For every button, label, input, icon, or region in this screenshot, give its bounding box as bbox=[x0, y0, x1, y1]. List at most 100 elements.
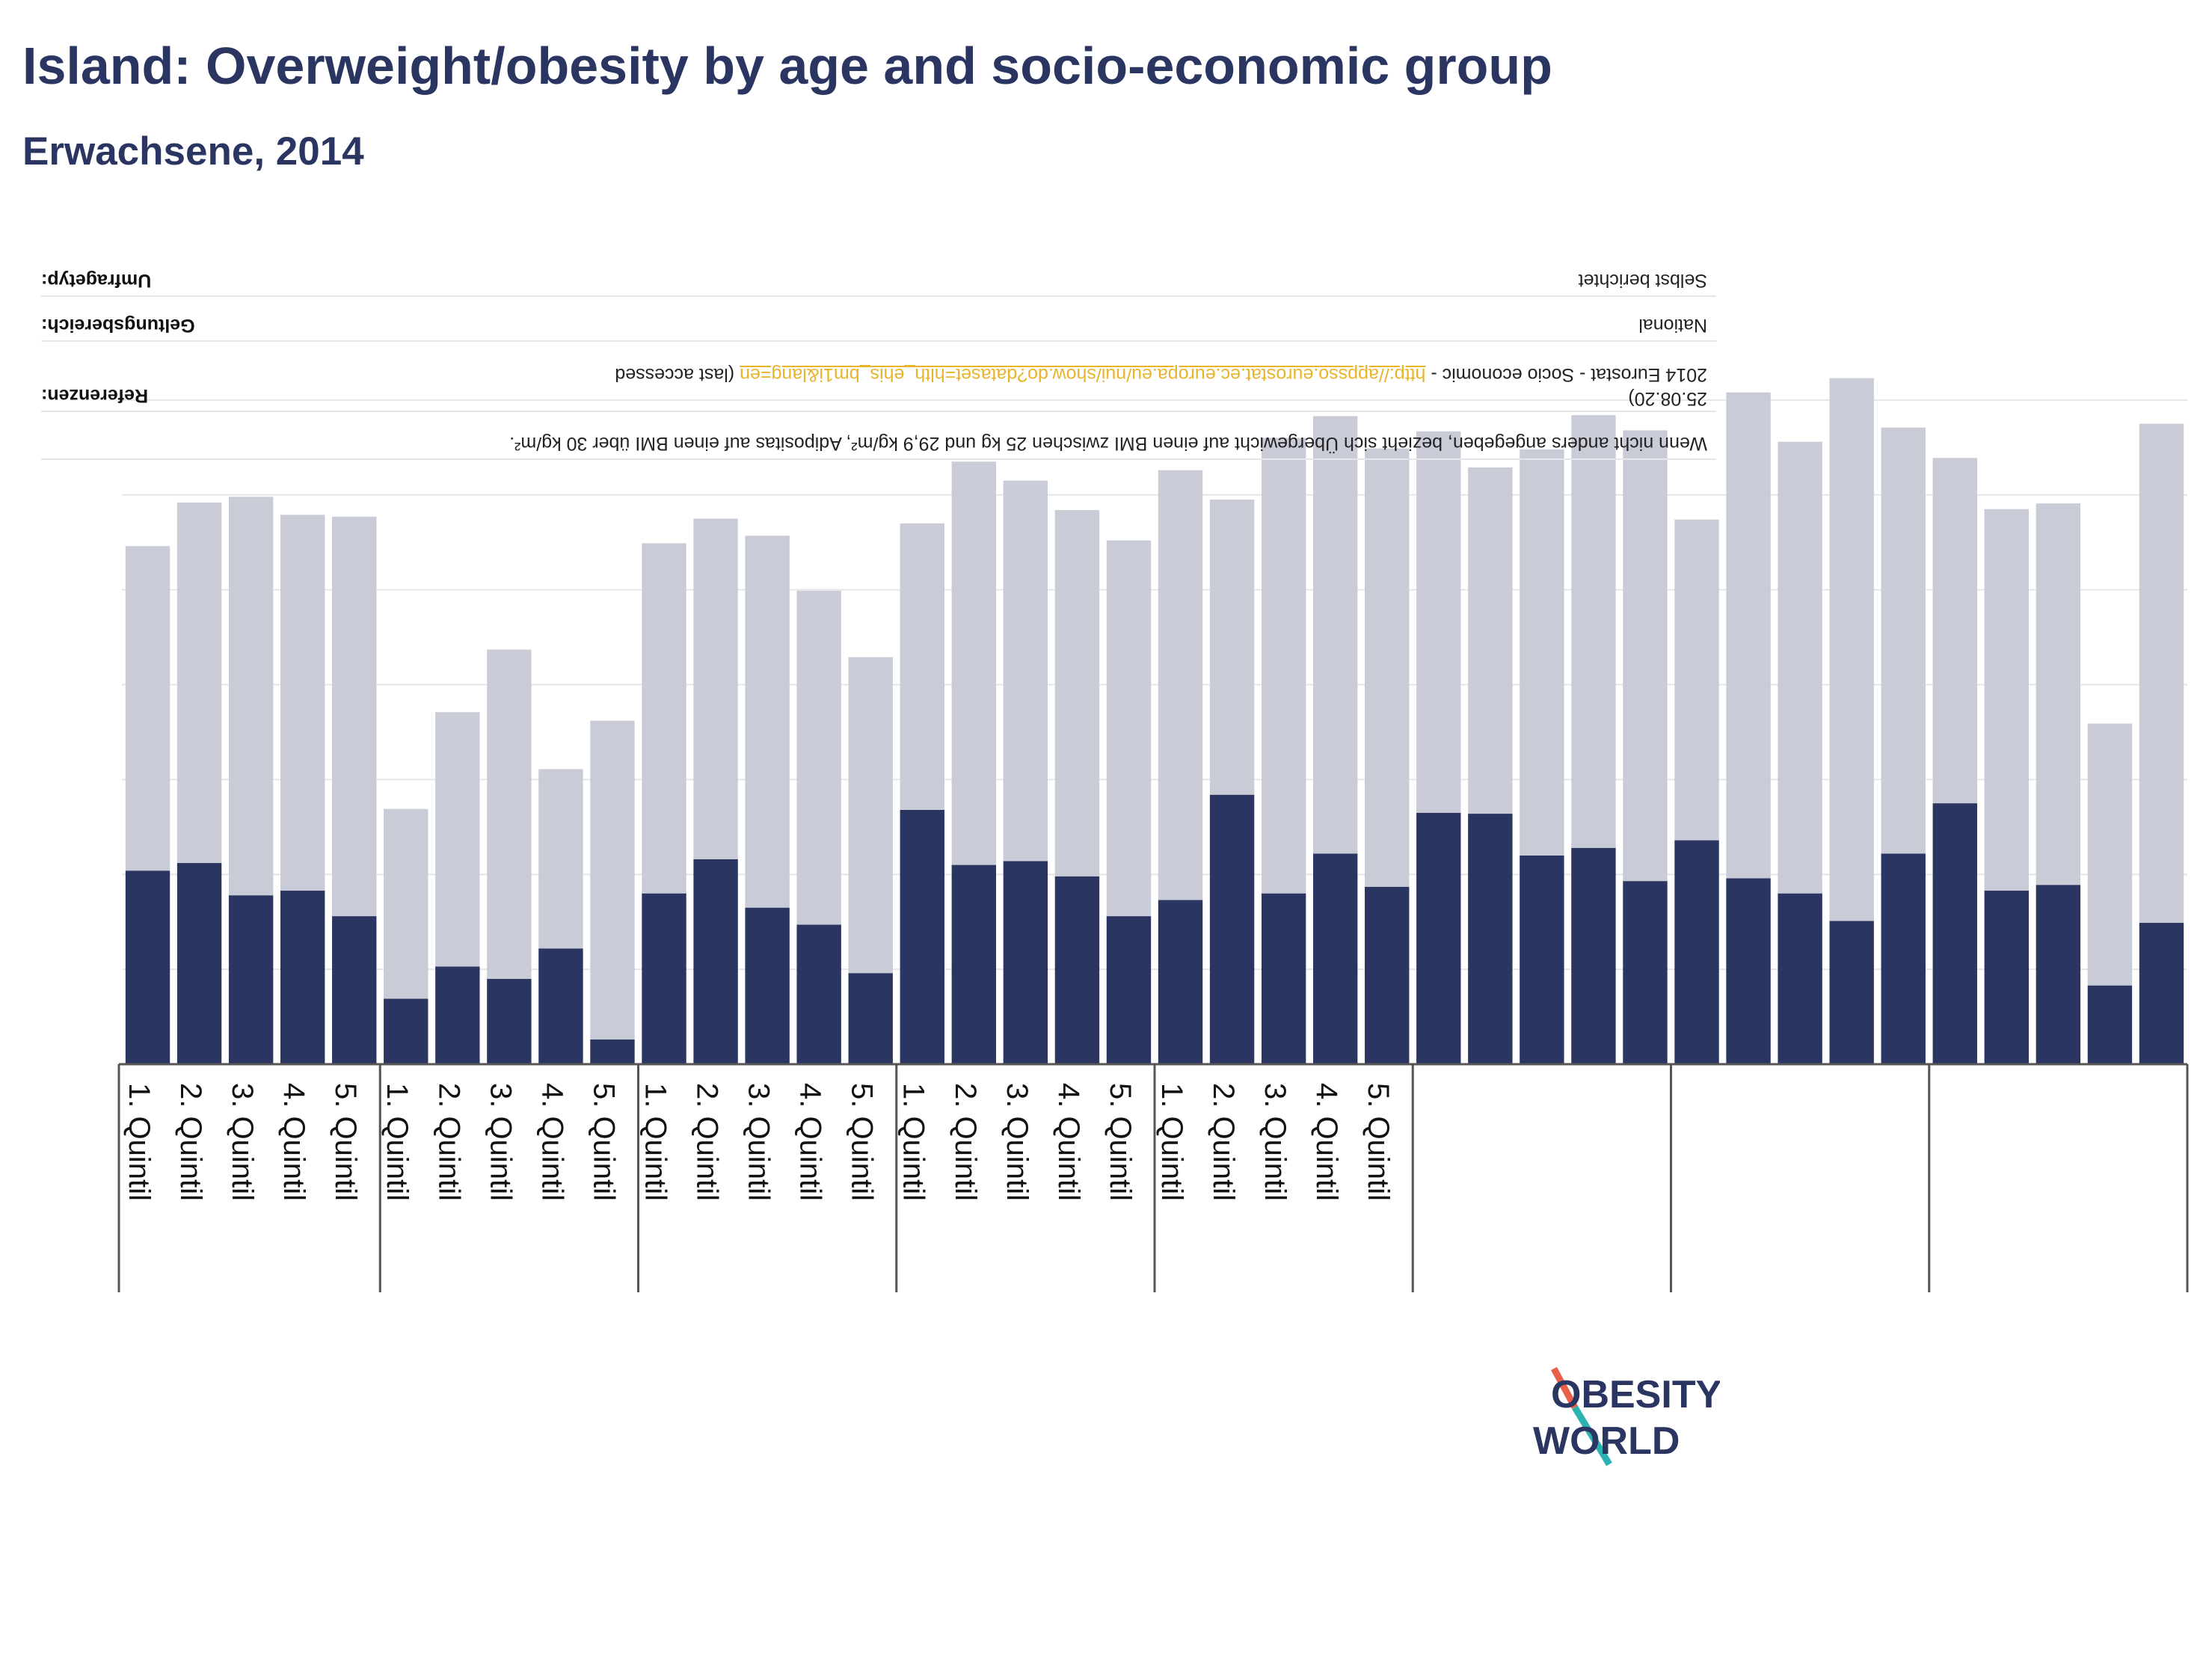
bar-overweight bbox=[1312, 416, 1358, 854]
bar-obesity bbox=[796, 924, 841, 1064]
bar-obesity bbox=[487, 978, 532, 1064]
bar-overweight bbox=[745, 535, 790, 908]
note-row: Wenn nicht anders angegeben, bezieht sic… bbox=[41, 412, 1716, 460]
bar-overweight bbox=[1468, 467, 1513, 814]
bar-overweight bbox=[1674, 519, 1719, 841]
x-tick-label: 3. Quintil bbox=[226, 1083, 259, 1201]
x-tick-label: 5. Quintil bbox=[1104, 1083, 1137, 1201]
bar-overweight bbox=[176, 502, 222, 864]
bar-obesity bbox=[1571, 847, 1616, 1064]
x-tick-label: 5. Quintil bbox=[1362, 1083, 1395, 1201]
bar-obesity bbox=[590, 1040, 635, 1064]
x-tick-label: 1. Quintil bbox=[123, 1083, 156, 1201]
bar-overweight bbox=[1778, 441, 1822, 894]
logo-stroke-teal bbox=[1572, 1405, 1612, 1467]
bars bbox=[125, 378, 2184, 1064]
bar-overweight bbox=[1106, 540, 1152, 917]
bar-overweight bbox=[1158, 470, 1203, 900]
bar-obesity bbox=[538, 948, 583, 1064]
bar-obesity bbox=[900, 809, 944, 1064]
x-tick-label: 1. Quintil bbox=[897, 1083, 930, 1201]
bar-overweight bbox=[2139, 423, 2184, 923]
bar-overweight bbox=[1261, 437, 1306, 894]
bar-obesity bbox=[1778, 893, 1822, 1064]
bar-obesity bbox=[435, 966, 480, 1064]
x-tick-label: 4. Quintil bbox=[1052, 1083, 1085, 1201]
bar-overweight bbox=[435, 712, 480, 967]
bar-obesity bbox=[1209, 794, 1255, 1064]
x-tick-label: 1. Quintil bbox=[381, 1083, 414, 1201]
bar-obesity bbox=[1468, 814, 1513, 1064]
x-tick-label: 4. Quintil bbox=[535, 1083, 568, 1201]
x-tick-label: 4. Quintil bbox=[1310, 1083, 1343, 1201]
bar-obesity bbox=[332, 916, 377, 1064]
bar-obesity bbox=[1520, 855, 1564, 1064]
x-tick-label: 2. Quintil bbox=[432, 1083, 465, 1201]
x-tick-label: 4. Quintil bbox=[794, 1083, 827, 1201]
references-date: 25.08.20) bbox=[1628, 388, 1707, 409]
note-text: Wenn nicht anders angegeben, bezieht sic… bbox=[509, 433, 1707, 454]
bar-overweight bbox=[125, 546, 170, 871]
bar-overweight bbox=[2087, 723, 2133, 986]
bar-overweight bbox=[848, 657, 893, 974]
bar-obesity bbox=[384, 998, 428, 1064]
survey-label: Umfragetyp: bbox=[41, 270, 152, 291]
bar-obesity bbox=[1984, 890, 2030, 1064]
bar-overweight bbox=[1054, 510, 1100, 876]
bar-overweight bbox=[280, 515, 325, 891]
bar-overweight bbox=[1416, 431, 1461, 813]
bar-obesity bbox=[1674, 840, 1719, 1064]
logo-stroke-red bbox=[1551, 1366, 1578, 1410]
bar-obesity bbox=[1158, 900, 1203, 1064]
x-axis: 1. Quintil 2. Quintil 3. Quintil 4. Quintil… bbox=[117, 1063, 2189, 1292]
bar-overweight bbox=[1520, 449, 1564, 856]
x-tick-label: 5. Quintil bbox=[587, 1083, 620, 1201]
survey-row: Umfragetyp: Selbst berichtet bbox=[41, 248, 1716, 297]
bar-obesity bbox=[1003, 861, 1048, 1064]
x-tick-label: 5. Quintil bbox=[846, 1083, 879, 1201]
bar-overweight bbox=[1726, 392, 1771, 879]
bar-obesity bbox=[1054, 876, 1100, 1064]
references-text: 2014 Eurostat - Socio economic - bbox=[1425, 364, 1707, 385]
bar-overweight bbox=[1209, 500, 1255, 795]
bar-obesity bbox=[848, 973, 893, 1064]
bar-obesity bbox=[951, 865, 997, 1064]
references-row: Referenzen: 25.08.20) 2014 Eurostat - So… bbox=[41, 342, 1716, 412]
bar-overweight bbox=[1571, 415, 1616, 848]
bar-obesity bbox=[2087, 985, 2133, 1064]
world-obesity-logo: OBESITY WORLD bbox=[1533, 1366, 1720, 1467]
bar-overweight bbox=[332, 516, 377, 917]
bar-obesity bbox=[2139, 922, 2184, 1064]
bar-obesity bbox=[2036, 885, 2081, 1064]
bar-obesity bbox=[642, 893, 686, 1064]
survey-value: Selbst berichtet bbox=[1578, 270, 1707, 291]
bar-obesity bbox=[176, 863, 222, 1064]
bar-overweight bbox=[384, 808, 428, 999]
references-tail: (last accessed bbox=[615, 364, 740, 385]
x-tick-label: 3. Quintil bbox=[743, 1083, 775, 1201]
references-link[interactable]: http://appsso.eurostat.ec.europa.eu/nui/… bbox=[740, 364, 1426, 385]
references-label: Referenzen: bbox=[41, 385, 149, 406]
gridlines bbox=[122, 399, 2187, 1065]
bar-overweight bbox=[538, 769, 583, 949]
bar-obesity bbox=[280, 890, 325, 1064]
scope-value: National bbox=[1638, 315, 1707, 336]
bar-overweight bbox=[1623, 430, 1668, 882]
bar-obesity bbox=[228, 895, 274, 1064]
bar-overweight bbox=[1984, 509, 2030, 891]
references-value: 2014 Eurostat - Socio economic - http://… bbox=[615, 363, 1707, 385]
bar-overweight bbox=[487, 649, 532, 979]
scope-label: Geltungsbereich: bbox=[41, 315, 195, 336]
x-tick-label: 3. Quintil bbox=[1259, 1083, 1291, 1201]
bar-obesity bbox=[1881, 853, 1926, 1064]
x-tick-label: 2. Quintil bbox=[691, 1083, 724, 1201]
bar-obesity bbox=[1932, 803, 1977, 1064]
x-tick-label: 2. Quintil bbox=[1207, 1083, 1240, 1201]
bar-overweight bbox=[1365, 448, 1410, 887]
bar-obesity bbox=[1106, 916, 1152, 1064]
bar-overweight bbox=[642, 543, 686, 894]
chart-subtitle: Erwachsene, 2014 bbox=[22, 129, 364, 174]
bar-overweight bbox=[228, 497, 274, 896]
source-table: Wenn nicht anders angegeben, bezieht sic… bbox=[41, 236, 1716, 460]
